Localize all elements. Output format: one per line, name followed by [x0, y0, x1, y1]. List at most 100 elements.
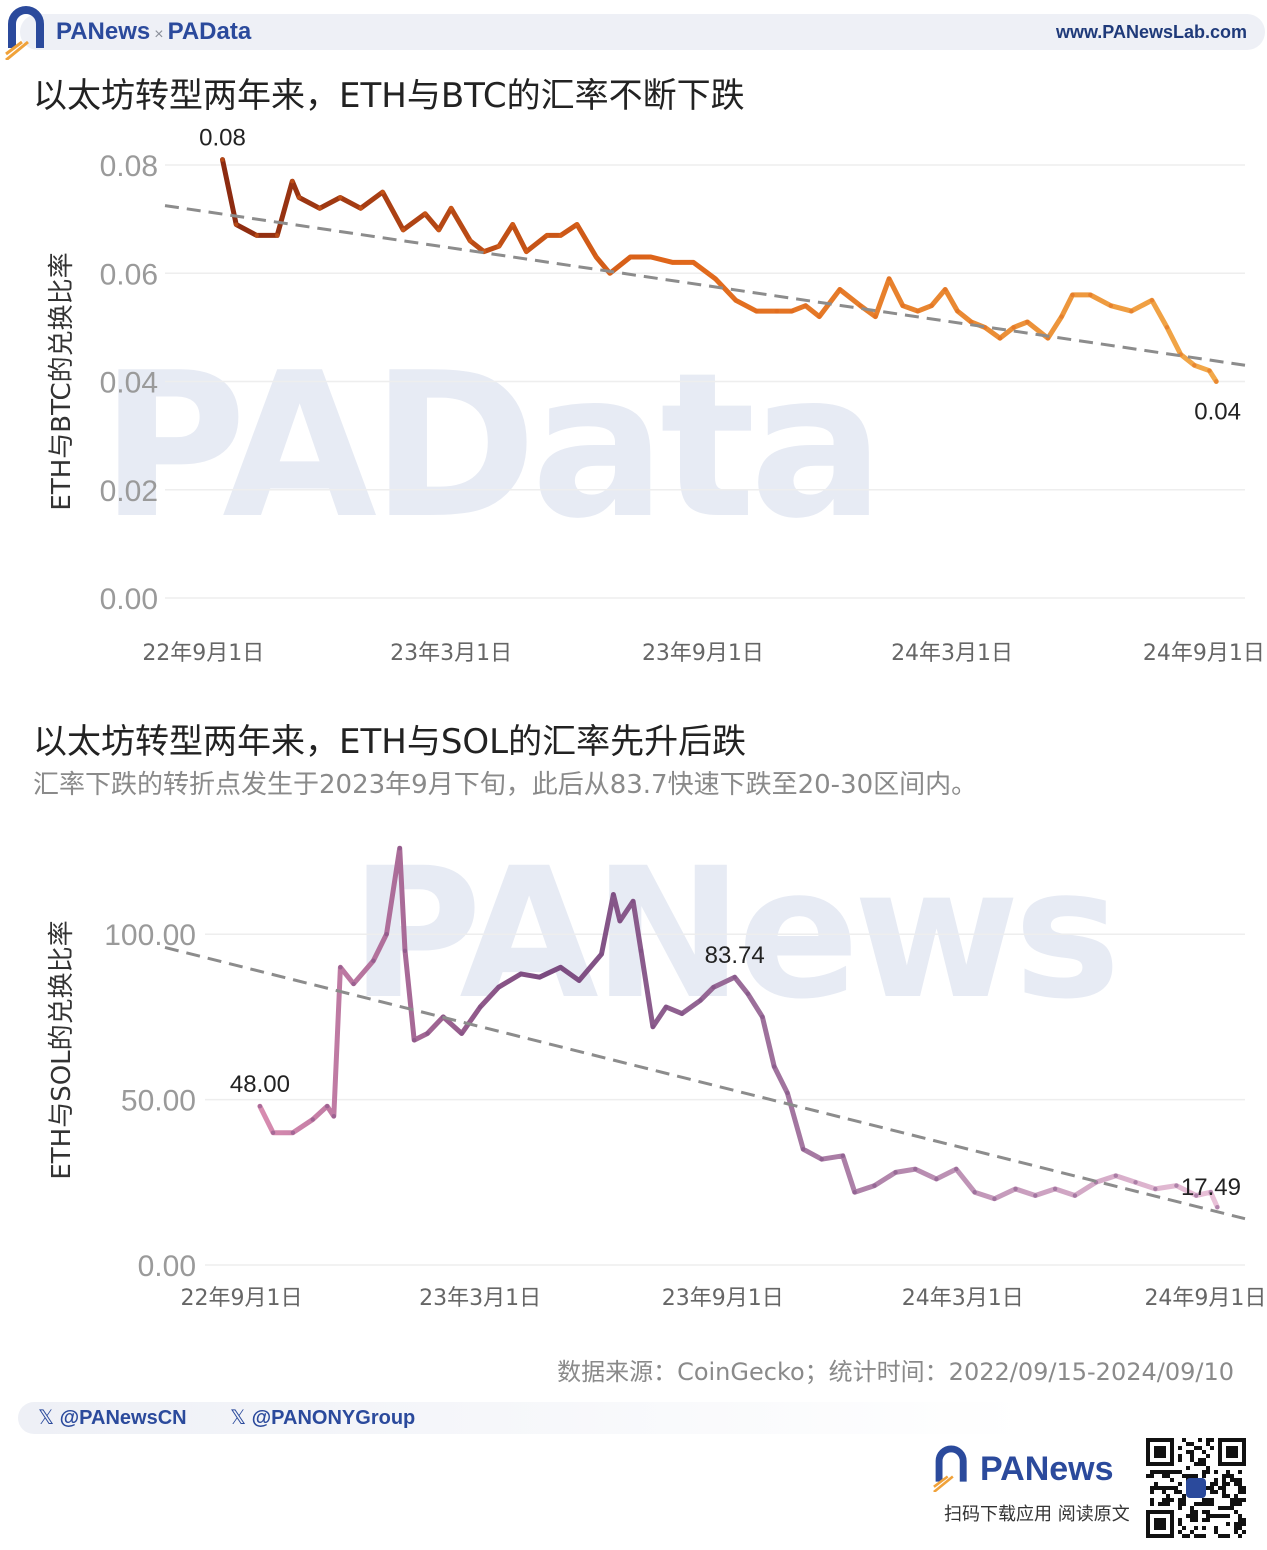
- data-point: [969, 319, 974, 325]
- data-point: [1149, 298, 1155, 303]
- data-point: [1174, 1183, 1179, 1188]
- data-point: [257, 1104, 263, 1109]
- data-point: [929, 303, 934, 308]
- data-point: [1088, 292, 1093, 298]
- social-link-panonygroup[interactable]: 𝕏 @PANONYGroup: [230, 1404, 415, 1432]
- data-point: [1207, 368, 1212, 373]
- data-point: [448, 206, 454, 211]
- data-point: [698, 998, 703, 1003]
- data-point: [1133, 1180, 1138, 1185]
- y-axis-label: ETH与SOL的兑换比率: [47, 920, 77, 1179]
- data-point: [412, 1037, 417, 1043]
- data-point: [290, 1130, 296, 1135]
- data-point: [648, 254, 654, 260]
- data-point: [422, 211, 428, 216]
- data-point: [338, 195, 343, 200]
- data-point: [893, 1170, 898, 1175]
- footer-social-bar: [18, 1402, 1028, 1434]
- data-point: [1072, 1193, 1078, 1198]
- data-point: [858, 303, 863, 308]
- data-point: [1208, 1190, 1213, 1195]
- y-tick-label: 0.00: [100, 583, 158, 616]
- data-point: [1011, 325, 1016, 330]
- brand-separator: ×: [154, 26, 164, 43]
- data-point: [380, 189, 385, 195]
- site-url[interactable]: www.PANewsLab.com: [1055, 22, 1247, 42]
- data-point: [1070, 292, 1075, 298]
- data-point: [290, 179, 295, 184]
- x-icon: 𝕏: [230, 1407, 252, 1429]
- data-point: [574, 222, 580, 227]
- data-point: [1192, 363, 1197, 368]
- data-point: [384, 932, 389, 937]
- data-point: [599, 951, 604, 957]
- x-icon: 𝕏: [38, 1407, 60, 1429]
- data-point: [324, 1104, 330, 1109]
- x-tick-label: 22年9月1日: [180, 1286, 302, 1311]
- x-tick-label: 24年9月1日: [1144, 1286, 1266, 1311]
- footer-tagline: 扫码下载应用 阅读原文: [944, 1504, 1130, 1525]
- data-label: 0.04: [1194, 399, 1241, 426]
- data-point: [611, 892, 616, 897]
- footer-logo-icon: [933, 1445, 967, 1492]
- data-point: [691, 260, 696, 265]
- data-point: [1194, 1193, 1199, 1198]
- header-brand: PANews × PAData: [56, 14, 251, 53]
- data-point: [1052, 1186, 1058, 1192]
- data-point: [670, 260, 676, 265]
- data-point: [496, 243, 502, 249]
- data-point: [254, 233, 259, 238]
- data-point: [275, 233, 280, 238]
- social-handle-1: @PANewsCN: [59, 1407, 187, 1429]
- data-point: [544, 233, 550, 238]
- data-point: [772, 1064, 777, 1069]
- data-point: [852, 1190, 857, 1195]
- data-point: [270, 1130, 276, 1135]
- data-point: [801, 1147, 806, 1152]
- data-point: [872, 1183, 877, 1188]
- chart1-title: 以太坊转型两年来，ETH与BTC的汇率不断下跌: [33, 76, 745, 116]
- data-point: [803, 303, 808, 308]
- data-point: [774, 308, 780, 314]
- header-bar: PANews × PAData www.PANewsLab.com: [0, 0, 1267, 60]
- data-point: [992, 1196, 997, 1202]
- data-point: [638, 948, 644, 953]
- data-point: [711, 984, 716, 990]
- data-point: [477, 1004, 483, 1010]
- data-point: [558, 233, 563, 238]
- data-point: [630, 898, 636, 904]
- data-label: 83.74: [705, 942, 765, 969]
- data-point: [789, 308, 795, 314]
- data-point: [650, 1024, 656, 1030]
- data-point: [1013, 1186, 1018, 1192]
- y-tick-label: 0.06: [100, 258, 158, 291]
- data-point: [886, 276, 892, 281]
- x-tick-label: 22年9月1日: [142, 641, 264, 666]
- header-background: [20, 14, 1265, 50]
- data-point: [745, 991, 751, 996]
- trend-line: [164, 204, 1246, 367]
- data-point: [558, 965, 563, 970]
- footer-brand: PANews: [980, 1450, 1114, 1488]
- social-link-panewscn[interactable]: 𝕏 @PANewsCN: [38, 1404, 187, 1432]
- data-point: [954, 1166, 959, 1172]
- data-point: [997, 336, 1003, 341]
- y-tick-label: 0.00: [138, 1250, 196, 1283]
- chart2-subtitle: 汇率下跌的转折点发生于2023年9月下旬，此后从83.7快速下跌至20-30区间…: [33, 770, 978, 800]
- data-point: [371, 958, 376, 963]
- data-point: [972, 1190, 977, 1195]
- data-point: [397, 846, 402, 851]
- x-tick-label: 23年9月1日: [642, 641, 764, 666]
- x-tick-label: 24年3月1日: [902, 1286, 1024, 1311]
- data-point: [679, 1011, 685, 1016]
- data-label: 0.08: [199, 125, 246, 152]
- data-point: [1113, 1173, 1118, 1178]
- panews-logo-icon: [5, 6, 44, 60]
- data-point: [331, 1113, 336, 1119]
- brand-padata: PAData: [167, 18, 252, 45]
- data-point: [732, 975, 737, 980]
- data-point: [733, 298, 738, 303]
- qr-code-icon[interactable]: [1146, 1438, 1246, 1538]
- data-point: [233, 222, 239, 227]
- data-point: [459, 1031, 464, 1036]
